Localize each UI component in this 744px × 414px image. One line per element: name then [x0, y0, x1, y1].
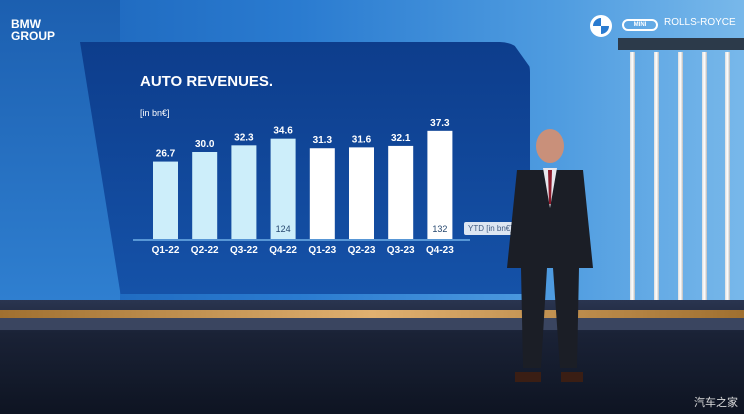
category-label: Q2-23: [348, 245, 376, 256]
chart-title: AUTO REVENUES.: [140, 73, 274, 90]
category-label: Q4-23: [426, 245, 454, 256]
value-label: 31.3: [313, 135, 333, 146]
category-label: Q3-23: [387, 245, 415, 256]
pillar: [630, 52, 635, 314]
value-label: 32.3: [234, 132, 254, 143]
watermark: 汽车之家: [694, 397, 738, 409]
bmw-logo: [590, 15, 612, 37]
category-label: Q3-22: [230, 245, 258, 256]
value-label: 37.3: [430, 118, 450, 129]
pillar: [678, 52, 683, 314]
category-label: Q1-23: [308, 245, 336, 256]
ytd-label: YTD [in bn€]: [464, 222, 517, 235]
value-label: 30.0: [195, 139, 215, 150]
bar: [153, 161, 178, 239]
canopy: [618, 38, 744, 50]
ytd-value: 132: [432, 224, 447, 234]
pillar: [702, 52, 707, 314]
pillar: [725, 52, 730, 314]
rolls-royce-logo: ROLLS-ROYCE: [664, 17, 736, 28]
value-label: 26.7: [156, 149, 176, 160]
mini-logo: MINI: [622, 19, 658, 31]
stage-edge: [0, 318, 744, 330]
pillar: [654, 52, 659, 314]
stage-light-strip: [0, 310, 744, 318]
value-label: 34.6: [273, 126, 293, 137]
category-label: Q4-22: [269, 245, 297, 256]
category-label: Q1-22: [152, 245, 180, 256]
bar: [192, 152, 218, 239]
unit-label: [in bn€]: [140, 108, 170, 118]
ytd-value: 124: [276, 224, 291, 234]
presenter: [507, 129, 593, 382]
bar: [349, 147, 374, 239]
category-label: Q2-22: [191, 245, 219, 256]
bmw-group-logo: BMW GROUP: [11, 17, 56, 43]
bar-chart: 26.7 Q1-22 30.0 Q2-22 32.3 Q3-22 34.6 Q4-22 124 3…: [133, 118, 470, 256]
bar: [231, 145, 257, 239]
bar: [309, 148, 335, 239]
value-label: 31.6: [352, 134, 372, 145]
bar: [427, 130, 453, 239]
bar: [388, 145, 414, 239]
bar: [270, 138, 296, 239]
value-label: 32.1: [391, 133, 411, 144]
